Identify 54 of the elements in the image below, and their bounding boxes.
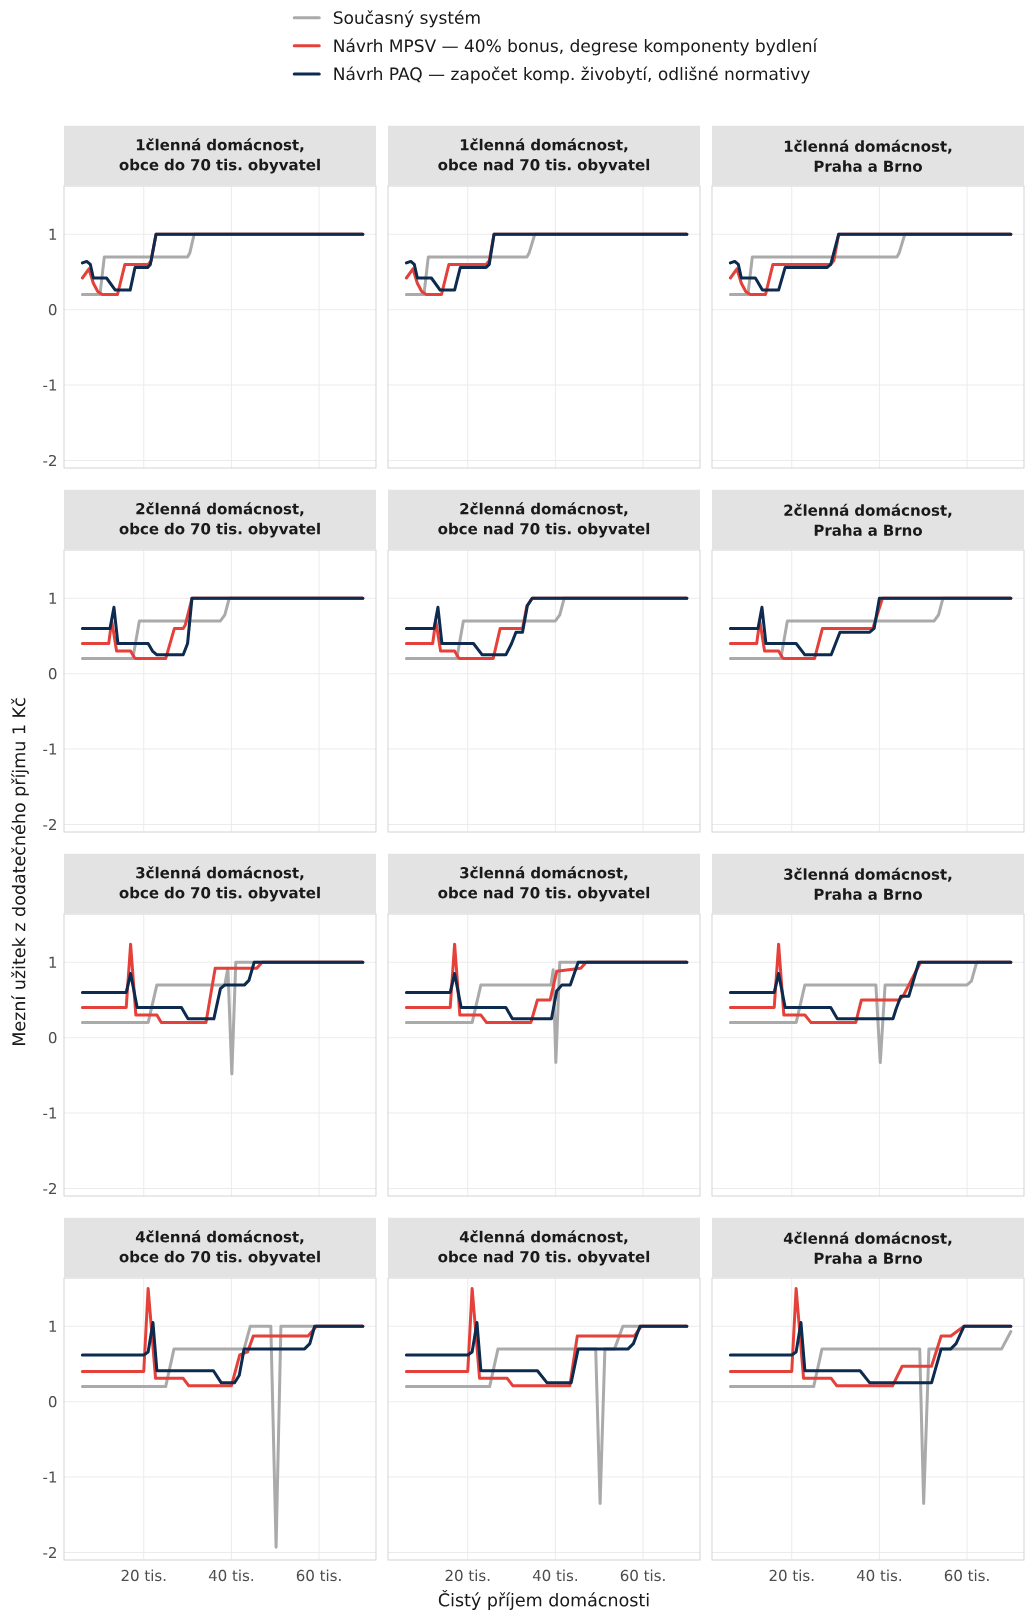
- chart-title: 2členná domácnost,: [136, 502, 304, 517]
- chart-subtitle: obce do 70 tis. obyvatel: [119, 886, 320, 902]
- chart-subtitle: Praha a Brno: [814, 1252, 922, 1264]
- chart-subtitle: Praha a Brno: [814, 524, 922, 536]
- y-tick-label: 1: [49, 956, 57, 968]
- chart-subtitle: obce nad 70 tis. obyvatel: [438, 158, 650, 174]
- y-tick-label: -1: [43, 379, 57, 391]
- chart-title: 1členná domácnost,: [136, 138, 304, 153]
- chart-subtitle: obce nad 70 tis. obyvatel: [438, 1250, 650, 1266]
- chart-subtitle: Praha a Brno: [814, 888, 922, 900]
- y-tick-label: 0: [48, 1396, 57, 1408]
- y-tick-label: -1: [43, 1471, 57, 1483]
- x-tick-label: 60 tis.: [944, 1569, 989, 1582]
- y-tick-label: -2: [43, 454, 56, 467]
- chart-title: 4členná domácnost,: [135, 1230, 304, 1245]
- chart-title: 4členná domácnost,: [783, 1231, 952, 1246]
- x-tick-label: 40 tis.: [856, 1569, 901, 1582]
- y-tick-label: 0: [48, 1031, 57, 1044]
- y-tick-label: -1: [43, 1107, 57, 1119]
- chart-title: 2členná domácnost,: [460, 502, 628, 517]
- x-tick-label: 40 tis.: [208, 1569, 253, 1582]
- x-tick-label: 20 tis.: [769, 1569, 814, 1582]
- chart-subtitle: obce nad 70 tis. obyvatel: [438, 522, 650, 538]
- y-tick-label: 1: [49, 592, 57, 604]
- chart-title: 4členná domácnost,: [459, 1230, 628, 1245]
- x-axis-title: Čistý příjem domácnosti: [438, 1590, 649, 1610]
- chart-title: 1členná domácnost,: [460, 138, 628, 153]
- x-tick-label: 60 tis.: [620, 1569, 665, 1582]
- chart-subtitle: obce do 70 tis. obyvatel: [119, 158, 320, 174]
- x-tick-label: 60 tis.: [296, 1569, 341, 1582]
- y-tick-label: 0: [48, 303, 57, 316]
- chart-title: 3členná domácnost,: [460, 866, 628, 881]
- chart-subtitle: obce nad 70 tis. obyvatel: [438, 886, 650, 902]
- y-tick-label: -2: [43, 1546, 56, 1559]
- y-tick-label: 0: [48, 667, 57, 680]
- legend-label: Návrh PAQ — započet komp. živobytí, odlišné normativy: [334, 66, 810, 84]
- chart-title: 3členná domácnost,: [136, 866, 304, 881]
- chart-title: 1členná domácnost,: [784, 139, 952, 154]
- y-axis-title: Mezní užitek z dodatečného příjmu 1 Kč: [11, 698, 29, 1046]
- chart-subtitle: obce do 70 tis. obyvatel: [119, 1250, 320, 1266]
- y-tick-label: -2: [43, 1182, 56, 1195]
- chart-subtitle: obce do 70 tis. obyvatel: [119, 522, 320, 538]
- y-tick-label: 1: [49, 1320, 57, 1332]
- y-tick-label: 1: [49, 228, 57, 240]
- y-tick-label: -2: [43, 818, 56, 831]
- chart-title: 2členná domácnost,: [784, 503, 952, 518]
- x-tick-label: 40 tis.: [532, 1569, 577, 1582]
- chart-subtitle: Praha a Brno: [814, 160, 922, 172]
- x-tick-label: 20 tis.: [121, 1569, 166, 1582]
- legend-label: Současný systém: [333, 10, 480, 28]
- x-tick-label: 20 tis.: [445, 1569, 490, 1582]
- chart-title: 3členná domácnost,: [784, 867, 952, 882]
- legend-label: Návrh MPSV — 40% bonus, degrese komponenty bydlení: [334, 38, 818, 56]
- y-tick-label: -1: [43, 743, 57, 755]
